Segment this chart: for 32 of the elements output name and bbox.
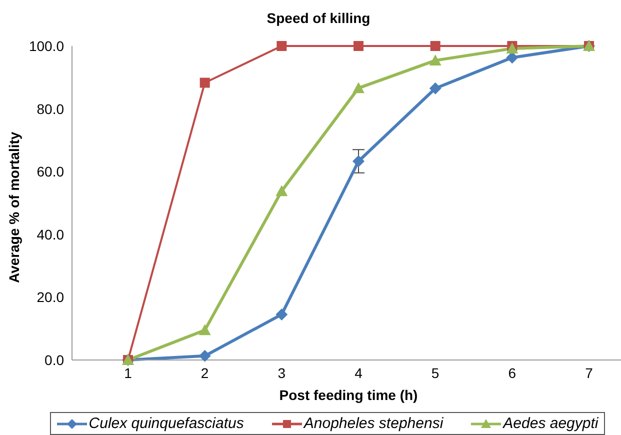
- y-axis-title: Average % of mortality: [6, 132, 22, 283]
- legend-label: Anopheles stephensi: [304, 415, 444, 432]
- y-tick-label: 80.0: [36, 100, 64, 117]
- point: [354, 41, 364, 51]
- x-tick-label: 3: [278, 364, 286, 381]
- x-tick-label: 6: [508, 364, 516, 381]
- y-tick-label: 20.0: [36, 289, 64, 306]
- point: [429, 82, 442, 94]
- point: [506, 42, 518, 54]
- point: [200, 78, 210, 88]
- point: [198, 350, 211, 362]
- point: [429, 54, 442, 66]
- point: [198, 324, 211, 336]
- x-tick-label: 7: [585, 364, 594, 381]
- x-tick-label: 1: [124, 364, 132, 381]
- point: [352, 82, 364, 94]
- y-tick-label: 40.0: [36, 226, 64, 242]
- x-axis-title: Post feeding time (h): [279, 387, 418, 403]
- x-tick-label: 5: [431, 364, 440, 381]
- point: [430, 41, 440, 51]
- y-tick-label: 100.0: [28, 38, 64, 54]
- legend-label: Culex quinquefasciatus: [88, 415, 244, 432]
- x-tick-label: 2: [200, 364, 209, 381]
- x-tick-label: 4: [354, 364, 363, 381]
- point: [276, 41, 287, 51]
- legend-label: Aedes aegypti: [503, 415, 598, 432]
- point: [276, 185, 288, 196]
- chart-title: Speed of killing: [266, 10, 372, 26]
- point: [276, 308, 288, 320]
- y-tick-label: 0.0: [44, 352, 64, 368]
- y-tick-label: 60.0: [36, 164, 64, 180]
- point: [352, 155, 364, 168]
